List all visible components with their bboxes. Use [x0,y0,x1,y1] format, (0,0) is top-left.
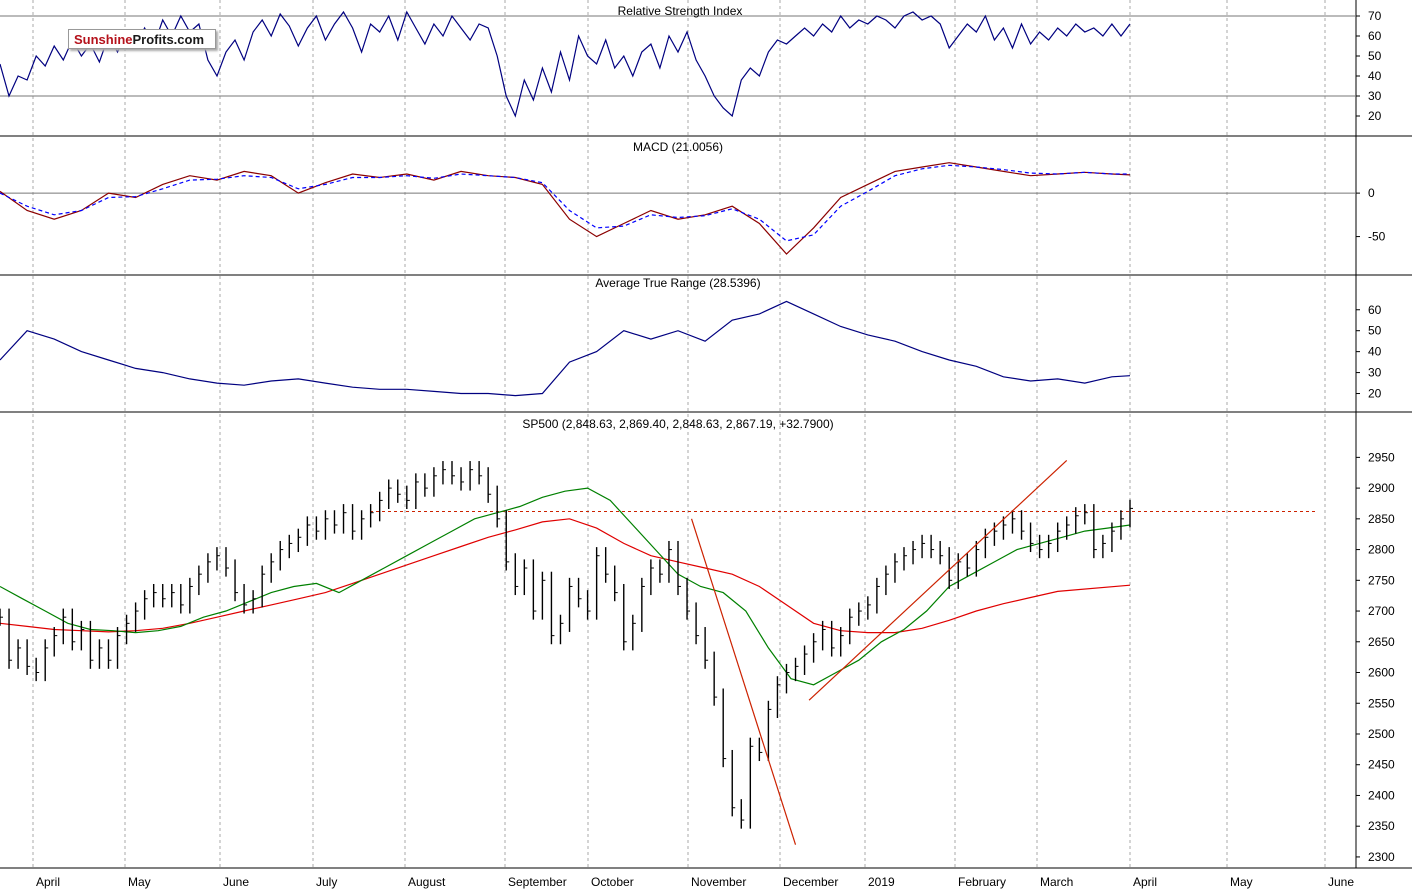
month-label: November [691,875,746,889]
y-tick-label: 30 [1368,366,1382,380]
y-tick-label: 60 [1368,29,1382,43]
series-line-rsi-rsi [0,10,1131,118]
series-line-macd-signal [0,164,1130,242]
series-line-atr-rsi [0,300,1131,397]
month-label: March [1040,875,1073,889]
y-tick-label: 2900 [1368,481,1395,495]
y-tick-label: 2700 [1368,604,1395,618]
month-label: February [958,875,1006,889]
y-tick-label: 20 [1368,387,1382,401]
y-tick-label: 2750 [1368,573,1395,587]
y-tick-label: 2600 [1368,666,1395,680]
y-tick-label: 2850 [1368,512,1395,526]
month-label: June [223,875,249,889]
y-tick-label: 2500 [1368,727,1395,741]
y-tick-label: 2450 [1368,758,1395,772]
month-label: September [508,875,567,889]
y-tick-label: 2800 [1368,543,1395,557]
y-tick-label: 30 [1368,89,1382,103]
panel-title-price: SP500 (2,848.63, 2,869.40, 2,848.63, 2,8… [522,417,834,431]
month-label: June [1328,875,1354,889]
trendline-2 [808,460,1068,701]
y-tick-label: 20 [1368,109,1382,123]
y-tick-label: 2950 [1368,450,1395,464]
y-tick-label: 60 [1368,303,1382,317]
sunshine-profits-logo: SunshineProfits.com [68,29,216,49]
y-tick-label: 50 [1368,49,1382,63]
y-tick-label: 70 [1368,9,1382,23]
month-label: May [1230,875,1253,889]
logo-part1: Sunshine [74,32,133,47]
panel-title-atr: Average True Range (28.5396) [595,276,761,290]
y-tick-label: 2550 [1368,696,1395,710]
month-label: May [128,875,151,889]
y-tick-label: -50 [1368,230,1386,244]
ma-slow-line [0,518,1131,634]
y-tick-label: 2650 [1368,635,1395,649]
y-tick-label: 40 [1368,69,1382,83]
ma-fast-line [0,487,1131,686]
y-tick-label: 50 [1368,324,1382,338]
y-tick-label: 2300 [1368,850,1395,864]
y-tick-label: 40 [1368,345,1382,359]
y-tick-label: 2350 [1368,819,1395,833]
month-label: December [783,875,838,889]
trendline-1 [690,518,797,845]
panel-title-rsi: Relative Strength Index [617,4,743,18]
month-label: July [316,875,337,889]
month-label: 2019 [868,875,895,889]
month-label: April [1133,875,1157,889]
month-label: April [36,875,60,889]
y-tick-label: 0 [1368,186,1375,200]
logo-part2: Profits.com [132,32,205,47]
month-label: October [591,875,634,889]
y-tick-label: 2400 [1368,788,1395,802]
month-label: August [408,875,446,889]
panel-title-macd: MACD (21.0056) [632,140,724,154]
series-line-macd-macd [0,162,1131,255]
